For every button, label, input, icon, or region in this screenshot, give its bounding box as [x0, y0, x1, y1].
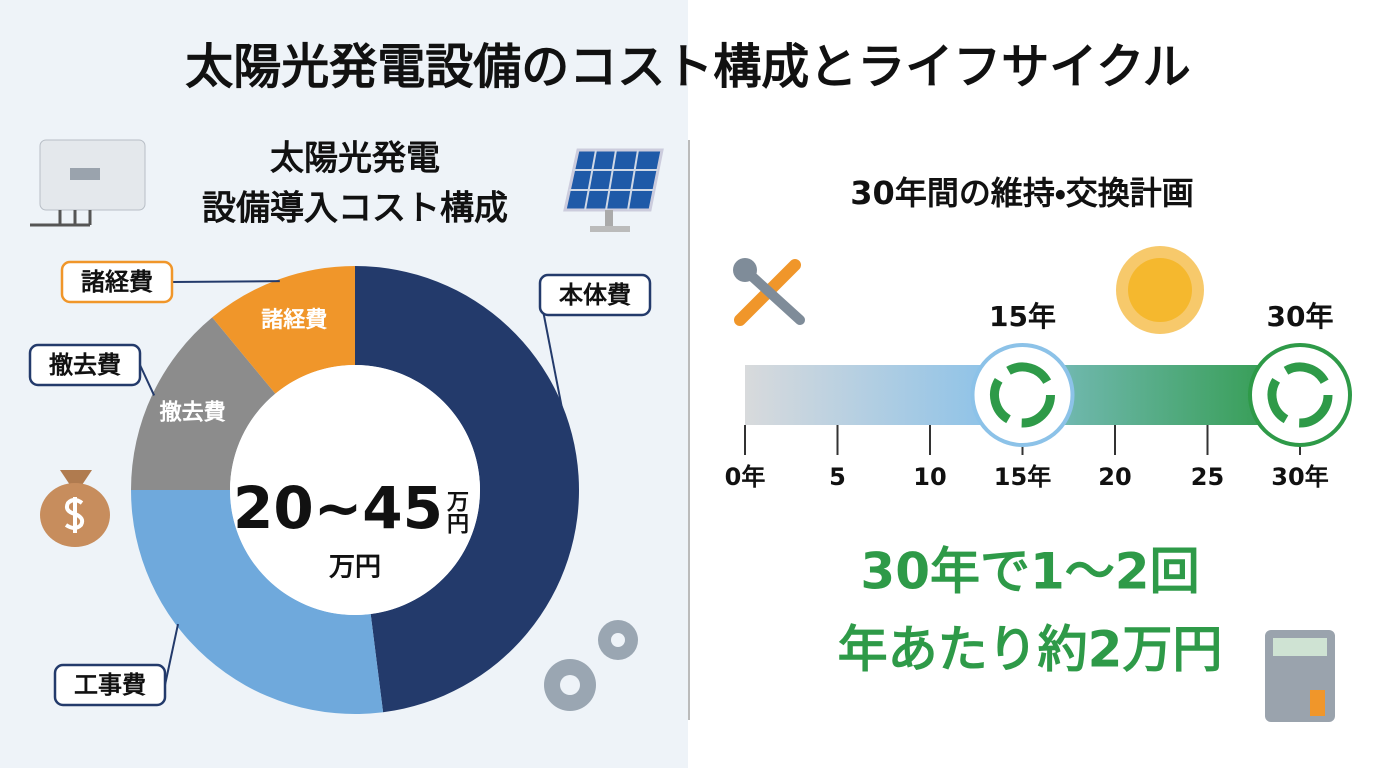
x-tick-label: 20	[1098, 463, 1131, 491]
solar-panel-icon	[563, 148, 664, 232]
callout-box	[60, 260, 174, 304]
x-tick-label: 25	[1191, 463, 1224, 491]
calculator-icon	[1265, 630, 1335, 722]
x-tick-label: 5	[829, 463, 846, 491]
cycle-marker	[1248, 343, 1352, 447]
recycle-arrow	[1283, 362, 1329, 385]
segment-label: 撤去費	[160, 400, 226, 426]
recycle-arrow	[990, 377, 1011, 424]
sun-icon	[1116, 246, 1204, 334]
callout-box	[538, 273, 652, 317]
recycle-arrow	[1006, 362, 1052, 385]
donut-segment	[131, 490, 384, 715]
summary-text: 30年で1～2回	[860, 543, 1199, 601]
legend-label: 諸経費	[81, 268, 153, 296]
donut-segment	[131, 317, 276, 490]
donut-segment	[355, 266, 580, 713]
summary-text: 年あたり約2万円	[838, 621, 1223, 679]
x-tick-label: 15年	[994, 463, 1051, 491]
marker-label: 15年	[989, 300, 1056, 333]
tools-icon	[733, 258, 805, 326]
center-unit: 万円	[329, 553, 381, 583]
segment-label: 諸経費	[261, 307, 327, 333]
recycle-arrow	[1267, 377, 1289, 424]
legend-label: 工事費	[74, 671, 146, 699]
donut-title: 太陽光発電	[270, 139, 440, 179]
timeline-title: 30年間の維持・交換計画	[850, 174, 1193, 212]
marker-label: 30年	[1267, 300, 1334, 333]
center-unit: 万円	[443, 490, 470, 535]
gears-icon	[544, 620, 638, 711]
x-tick-label: 30年	[1271, 463, 1328, 491]
recycle-arrows	[990, 362, 1055, 428]
x-tick-label: 10	[913, 463, 946, 491]
callout-box	[28, 343, 142, 387]
donut-title: 設備導入コスト構成	[202, 189, 508, 229]
center-value: 20~45	[233, 474, 443, 542]
recycle-arrow	[1299, 394, 1333, 428]
legend-label: 本体費	[558, 281, 631, 309]
cycle-marker	[970, 343, 1075, 447]
main-title: 太陽光発電設備のコスト構成とライフサイクル	[185, 39, 1191, 95]
leader-line	[171, 280, 280, 283]
recycle-arrow	[1021, 394, 1055, 428]
callout-box	[53, 663, 167, 707]
leader-line	[164, 623, 180, 686]
money-bag-icon	[40, 470, 110, 547]
donut-segment	[212, 266, 355, 394]
recycle-arrows	[1267, 362, 1333, 428]
leader-line	[139, 364, 156, 396]
x-tick-label: 0年	[725, 463, 766, 491]
donut-hole	[230, 365, 480, 615]
inverter-icon	[30, 139, 146, 227]
legend-label: 撤去費	[49, 351, 121, 379]
